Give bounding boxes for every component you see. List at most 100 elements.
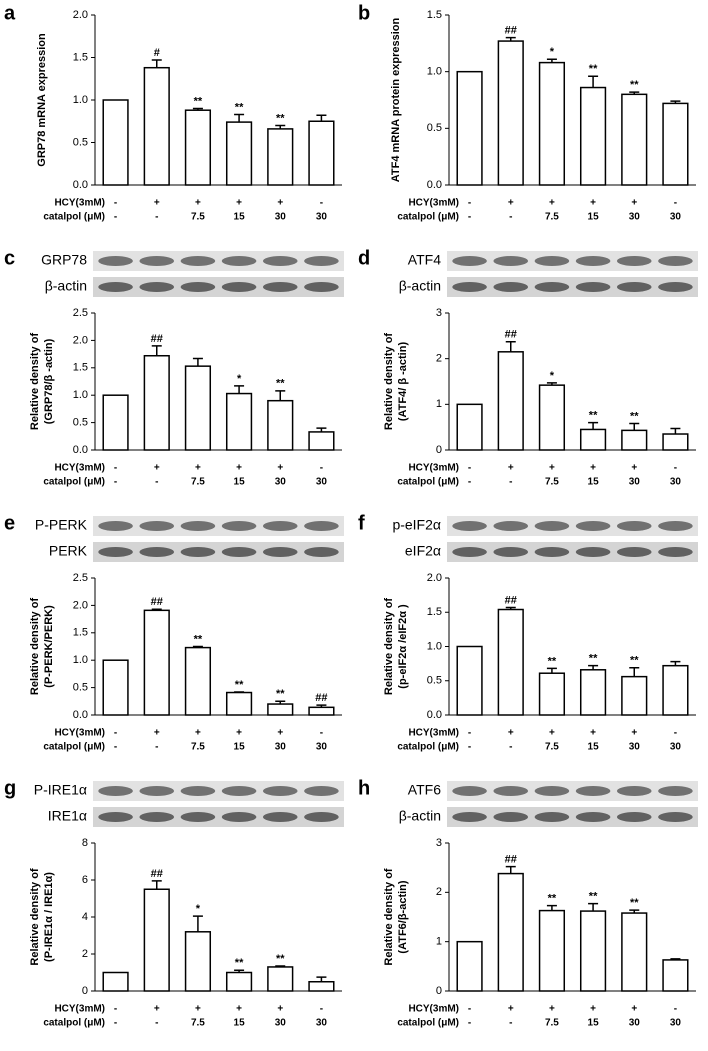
blot-band [139, 786, 175, 796]
bar [225, 971, 253, 992]
blot-strip [93, 781, 344, 801]
y-axis-label: Relative density of [29, 868, 41, 966]
row-cell: + [549, 463, 555, 474]
bar [308, 120, 335, 186]
y-tick-label: 6 [82, 874, 88, 886]
error-bar [234, 385, 245, 394]
row-label: catalpol (μM) [43, 1018, 105, 1029]
blot-label: PERK [49, 543, 88, 559]
row-cell: - [114, 212, 117, 223]
error-bar [505, 36, 516, 42]
row-cell: 7.5 [191, 477, 205, 488]
row-cell: + [236, 463, 242, 474]
bar [497, 608, 524, 716]
error-bar [505, 606, 516, 610]
blot-strip [447, 516, 698, 536]
error-bar [316, 427, 327, 432]
row-cell: 30 [670, 742, 682, 753]
error-bar [546, 58, 557, 63]
annotation: ## [505, 25, 517, 37]
y-tick-label: 1.0 [73, 654, 88, 666]
blot-label: P-PERK [35, 517, 88, 533]
blot-band [221, 256, 257, 266]
blot-band [616, 256, 652, 266]
blot-band [98, 547, 133, 557]
bar [579, 428, 607, 451]
blot-band [575, 786, 611, 796]
blot-label: GRP78 [41, 252, 87, 268]
bar [538, 672, 566, 716]
annotation: ** [589, 410, 598, 422]
annotation: ## [151, 333, 163, 345]
blot-band [262, 812, 298, 822]
y-axis-label: (GRP78/β -actin) [43, 338, 55, 424]
y-axis-label: Relative density of [383, 333, 395, 431]
row-label: catalpol (μM) [397, 742, 459, 753]
blot-band [180, 256, 216, 266]
blot-band [575, 282, 611, 292]
y-tick-label: 8 [82, 837, 88, 849]
row-cell: - [468, 198, 471, 209]
error-bar [629, 666, 640, 677]
annotation: ## [505, 854, 517, 866]
y-tick-label: 2.0 [427, 572, 442, 584]
row-cell: 7.5 [191, 212, 205, 223]
bar [225, 392, 253, 451]
blot-band [262, 547, 298, 557]
row-cell: + [590, 728, 596, 739]
y-tick-label: 1 [436, 398, 442, 410]
row-cell: - [674, 463, 677, 474]
blot-band [139, 256, 175, 266]
error-bar [588, 902, 599, 912]
bar [579, 86, 607, 186]
error-bar [588, 664, 599, 670]
panel-letter: c [4, 247, 15, 269]
annotation: * [237, 373, 242, 385]
bar [102, 99, 129, 186]
row-cell: - [114, 477, 117, 488]
bar [497, 872, 524, 992]
blot-strip [447, 277, 698, 297]
annotation: ** [276, 112, 285, 124]
row-cell: + [631, 728, 637, 739]
error-bar [192, 645, 203, 648]
row-label: HCY(3mM) [408, 198, 459, 209]
error-bar [546, 667, 557, 674]
row-cell: 30 [316, 477, 328, 488]
y-tick-label: 0.0 [73, 709, 88, 721]
blot-band [534, 256, 570, 266]
blot-band [221, 547, 257, 557]
blot-strip [93, 251, 344, 271]
row-cell: - [114, 728, 117, 739]
blot-band [180, 282, 216, 292]
row-cell: + [549, 198, 555, 209]
row-cell: + [277, 1004, 283, 1015]
row-cell: - [155, 742, 158, 753]
y-tick-label: 1.5 [73, 51, 88, 63]
blot-band [262, 521, 298, 531]
row-cell: 30 [670, 477, 682, 488]
y-tick-label: 1.5 [427, 606, 442, 618]
row-label: catalpol (μM) [397, 477, 459, 488]
blot-strip [93, 516, 344, 536]
bar [662, 959, 689, 992]
y-tick-label: 1.0 [73, 389, 88, 401]
y-tick-label: 0 [436, 444, 442, 456]
bar [579, 669, 607, 716]
row-cell: - [155, 212, 158, 223]
y-axis-label: GRP78 mRNA expression [36, 33, 48, 167]
blot-band [616, 521, 652, 531]
error-bar [275, 124, 286, 129]
blot-band [139, 547, 175, 557]
panel-letter: a [4, 2, 16, 24]
row-cell: - [114, 1004, 117, 1015]
blot-band [304, 786, 339, 796]
row-cell: + [590, 463, 596, 474]
blot-band [575, 521, 611, 531]
blot-band [262, 256, 298, 266]
blot-band [221, 521, 257, 531]
bar [456, 403, 483, 451]
blot-strip [447, 251, 698, 271]
y-tick-label: 4 [82, 911, 88, 923]
annotation: * [550, 370, 555, 382]
